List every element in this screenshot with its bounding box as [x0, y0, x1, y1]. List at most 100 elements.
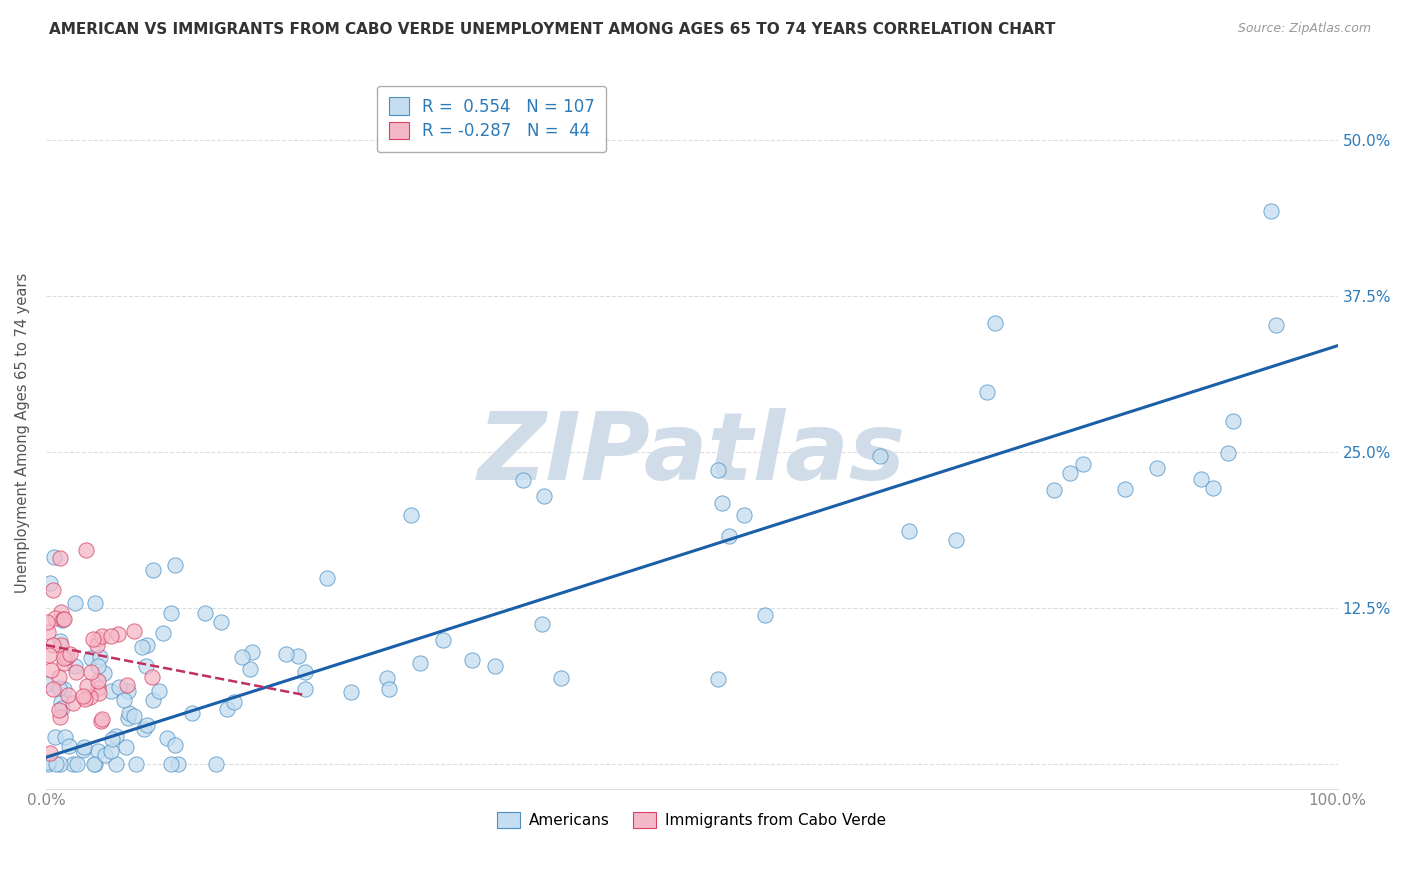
Point [152, 625, 174, 640]
Point [52, 657, 75, 671]
Point [114, 739, 136, 754]
Point [118, 706, 141, 720]
Point [39, 664, 62, 678]
Point [1073, 457, 1095, 471]
Point [711, 496, 734, 510]
Point [136, 639, 159, 653]
Point [141, 670, 163, 684]
Point [44, 731, 66, 745]
Point [65, 658, 87, 673]
Point [86, 632, 108, 646]
Point [142, 693, 165, 707]
Point [65, 756, 87, 771]
Point [112, 693, 135, 707]
Point [122, 709, 145, 723]
Point [115, 678, 138, 692]
Point [87, 659, 110, 673]
Point [399, 508, 422, 522]
Text: ZIPatlas: ZIPatlas [478, 409, 905, 500]
Point [42, 682, 65, 697]
Point [86, 673, 108, 688]
Point [898, 524, 921, 539]
Point [194, 606, 217, 620]
Point [136, 717, 159, 731]
Point [49, 550, 72, 565]
Point [72, 689, 94, 703]
Point [531, 616, 554, 631]
Point [461, 653, 484, 667]
Point [76, 679, 98, 693]
Point [38, 747, 60, 761]
Point [217, 702, 239, 716]
Point [409, 656, 432, 670]
Point [117, 684, 139, 698]
Point [79, 690, 101, 705]
Point [37, 625, 59, 640]
Point [51, 695, 73, 709]
Point [58, 739, 80, 753]
Point [1114, 482, 1136, 496]
Point [315, 571, 337, 585]
Point [1043, 483, 1066, 498]
Point [100, 629, 122, 643]
Point [72, 739, 94, 754]
Point [62, 696, 84, 710]
Point [222, 695, 245, 709]
Point [167, 756, 190, 771]
Point [124, 624, 146, 638]
Point [231, 649, 253, 664]
Point [163, 739, 186, 753]
Point [148, 684, 170, 698]
Point [101, 731, 124, 746]
Point [91, 629, 114, 643]
Point [159, 756, 181, 771]
Point [93, 666, 115, 681]
Point [51, 638, 73, 652]
Point [240, 645, 263, 659]
Point [105, 729, 128, 743]
Point [707, 463, 730, 477]
Point [209, 615, 232, 630]
Point [131, 640, 153, 654]
Point [35, 615, 58, 629]
Point [48, 710, 70, 724]
Point [340, 685, 363, 699]
Point [48, 681, 70, 695]
Point [51, 613, 73, 627]
Point [83, 596, 105, 610]
Point [132, 722, 155, 736]
Text: AMERICAN VS IMMIGRANTS FROM CABO VERDE UNEMPLOYMENT AMONG AGES 65 TO 74 YEARS CO: AMERICAN VS IMMIGRANTS FROM CABO VERDE U… [49, 22, 1056, 37]
Point [42, 638, 65, 652]
Point [1216, 446, 1239, 460]
Point [49, 605, 72, 619]
Point [287, 648, 309, 663]
Point [1265, 318, 1288, 332]
Point [108, 680, 131, 694]
Point [55, 649, 77, 664]
Text: Source: ZipAtlas.com: Source: ZipAtlas.com [1237, 22, 1371, 36]
Point [707, 673, 730, 687]
Point [91, 712, 114, 726]
Point [294, 681, 316, 696]
Point [1189, 472, 1212, 486]
Point [156, 731, 179, 745]
Point [754, 608, 776, 623]
Y-axis label: Unemployment Among Ages 65 to 74 years: Unemployment Among Ages 65 to 74 years [15, 273, 30, 593]
Point [35, 677, 58, 691]
Point [377, 671, 399, 685]
Point [86, 638, 108, 652]
Point [984, 316, 1007, 330]
Point [107, 626, 129, 640]
Point [59, 648, 82, 662]
Point [100, 684, 122, 698]
Point [100, 744, 122, 758]
Point [294, 665, 316, 679]
Point [87, 744, 110, 758]
Point [125, 756, 148, 771]
Point [49, 634, 72, 648]
Point [53, 730, 76, 744]
Point [869, 449, 891, 463]
Point [87, 686, 110, 700]
Point [48, 703, 70, 717]
Point [377, 682, 399, 697]
